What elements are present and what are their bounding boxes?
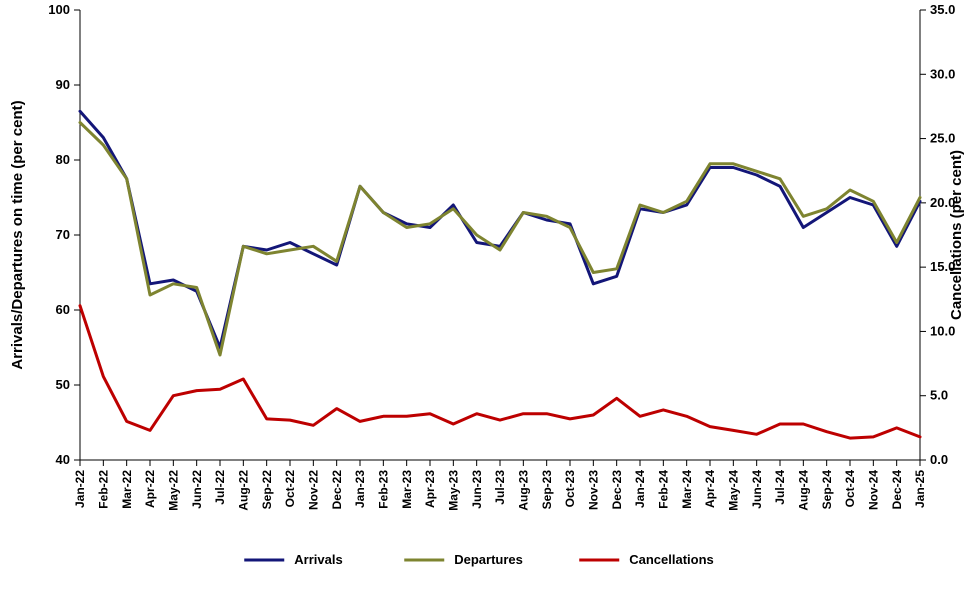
x-tick-label: Aug-22 [237,470,251,511]
x-tick-label: Aug-24 [797,470,811,511]
x-tick-label: Jul-22 [213,470,227,505]
right-tick-label: 0.0 [930,452,948,467]
x-tick-label: Jul-24 [773,470,787,505]
series-group [80,111,920,438]
x-tick-label: Apr-22 [143,470,157,508]
x-tick-label: Feb-23 [377,470,391,509]
x-tick-label: Feb-22 [97,470,111,509]
chart-svg: 4050607080901000.05.010.015.020.025.030.… [0,0,971,591]
left-tick-label: 50 [56,377,70,392]
x-tick-label: Sep-22 [260,470,274,510]
x-tick-label: Jun-22 [190,470,204,509]
x-tick-label: Dec-22 [330,470,344,510]
axes-group: 4050607080901000.05.010.015.020.025.030.… [48,2,955,511]
legend-label-cancellations: Cancellations [629,552,714,567]
x-tick-label: Oct-22 [283,470,297,508]
right-tick-label: 35.0 [930,2,955,17]
x-tick-label: Oct-23 [563,470,577,508]
x-tick-label: Nov-22 [307,470,321,510]
legend-label-arrivals: Arrivals [294,552,342,567]
x-tick-label: Jun-23 [470,470,484,509]
x-tick-label: Mar-23 [400,470,414,509]
right-tick-label: 30.0 [930,66,955,81]
x-tick-label: Sep-23 [540,470,554,510]
x-tick-label: Mar-22 [120,470,134,509]
legend-label-departures: Departures [454,552,523,567]
x-tick-label: Jan-23 [353,470,367,508]
left-tick-label: 90 [56,77,70,92]
right-tick-label: 10.0 [930,323,955,338]
left-tick-label: 100 [48,2,70,17]
right-axis-label: Cancellations (per cent) [948,150,965,320]
x-tick-label: Nov-23 [587,470,601,510]
x-tick-label: Jul-23 [493,470,507,505]
x-tick-label: Oct-24 [843,470,857,508]
x-tick-label: Feb-24 [657,470,671,509]
x-tick-label: Mar-24 [680,470,694,509]
left-tick-label: 60 [56,302,70,317]
x-tick-label: Apr-24 [703,470,717,508]
left-tick-label: 40 [56,452,70,467]
line-chart: 4050607080901000.05.010.015.020.025.030.… [0,0,971,591]
x-tick-label: Nov-24 [867,470,881,510]
x-tick-label: Dec-24 [890,470,904,510]
x-tick-label: Dec-23 [610,470,624,510]
x-tick-label: Aug-23 [517,470,531,511]
left-axis-label: Arrivals/Departures on time (per cent) [9,100,26,369]
x-tick-label: Jan-25 [913,470,927,508]
legend-group: Arrivals Departures Cancellations [244,552,714,567]
x-tick-label: May-24 [727,470,741,511]
series-line-departures [80,123,920,356]
series-line-cancellations [80,306,920,438]
x-tick-label: Sep-24 [820,470,834,510]
left-tick-label: 80 [56,152,70,167]
x-tick-label: Jan-22 [73,470,87,508]
right-tick-label: 5.0 [930,388,948,403]
x-tick-label: May-22 [167,470,181,511]
right-tick-label: 25.0 [930,131,955,146]
left-tick-label: 70 [56,227,70,242]
x-tick-label: Apr-23 [423,470,437,508]
x-tick-label: Jun-24 [750,470,764,509]
x-tick-label: May-23 [447,470,461,511]
x-tick-label: Jan-24 [633,470,647,508]
